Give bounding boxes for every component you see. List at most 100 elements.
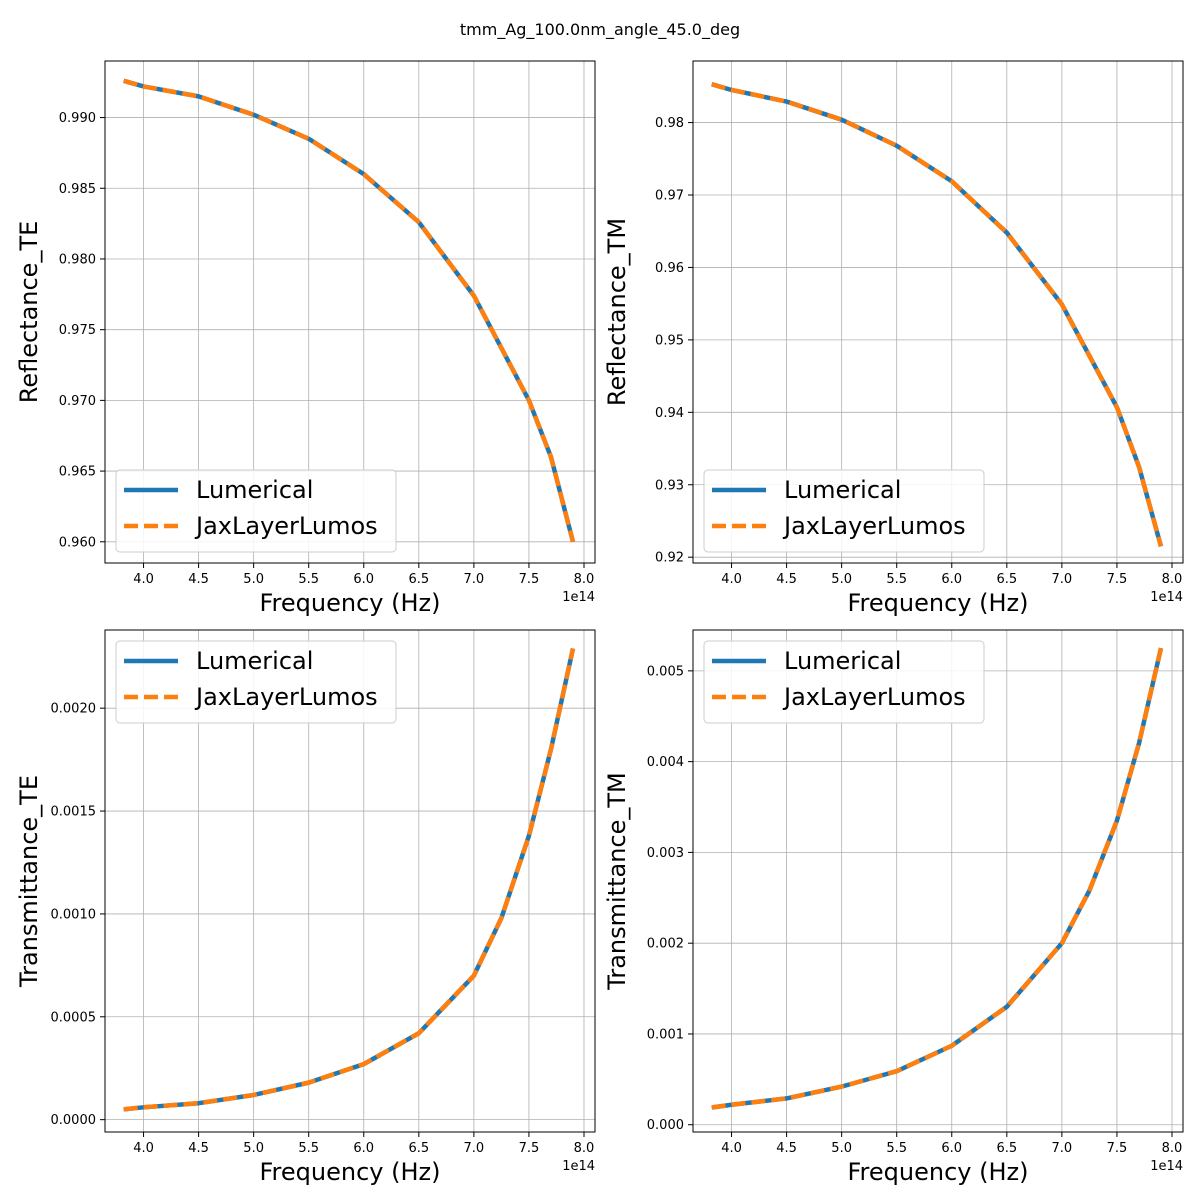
x-axis-label: Frequency (Hz): [848, 1158, 1029, 1186]
x-axis-label: Frequency (Hz): [260, 589, 441, 617]
legend-label-jaxlayerlumos: JaxLayerLumos: [194, 512, 378, 540]
legend-box: [115, 640, 397, 724]
legend-box: [703, 640, 985, 724]
x-offset-label: 1e14: [1150, 1159, 1183, 1174]
legend-label-lumerical: Lumerical: [784, 476, 901, 504]
x-tick-label: 4.0: [133, 572, 154, 587]
x-tick-label: 5.0: [831, 572, 852, 587]
axes-frame: [692, 629, 1184, 1133]
x-tick-label: 8.0: [574, 1141, 595, 1156]
x-tick-label: 4.0: [721, 572, 742, 587]
figure-title: tmm_Ag_100.0nm_angle_45.0_deg: [459, 20, 741, 39]
x-tick-label: 4.5: [188, 572, 209, 587]
x-tick-label: 5.5: [298, 1141, 319, 1156]
y-tick-label: 0.92: [655, 551, 684, 566]
x-tick-label: 6.5: [996, 1141, 1017, 1156]
x-tick-label: 7.5: [1107, 1141, 1128, 1156]
y-tick-label: 0.94: [655, 406, 684, 421]
x-tick-label: 4.5: [776, 1141, 797, 1156]
y-tick-label: 0.0020: [51, 702, 97, 717]
x-tick-label: 4.5: [188, 1141, 209, 1156]
x-tick-label: 4.0: [721, 1141, 742, 1156]
x-tick-label: 7.0: [464, 1141, 485, 1156]
x-tick-label: 6.5: [408, 572, 429, 587]
x-tick-label: 6.0: [941, 572, 962, 587]
y-tick-label: 0.000: [647, 1118, 684, 1133]
x-tick-label: 8.0: [1162, 572, 1183, 587]
x-tick-label: 7.0: [1052, 1141, 1073, 1156]
x-axis-label: Frequency (Hz): [848, 589, 1029, 617]
y-tick-label: 0.970: [59, 394, 96, 409]
y-axis-label: Transmittance_TM: [603, 772, 631, 991]
panel-reflectance-tm: 4.0 4.5 5.0 5.5 6.0 6.5 7.0 7.5 8.0 0.92 0.93 0.94 0…: [603, 60, 1184, 617]
x-tick-label: 6.0: [941, 1141, 962, 1156]
y-tick-label: 0.960: [59, 535, 96, 550]
y-tick-label: 0.93: [655, 478, 684, 493]
legend-label-jaxlayerlumos: JaxLayerLumos: [782, 683, 966, 711]
axes-frame: [104, 60, 596, 564]
x-tick-label: 7.0: [464, 572, 485, 587]
x-offset-label: 1e14: [562, 1159, 595, 1174]
panel-transmittance-tm: 4.0 4.5 5.0 5.5 6.0 6.5 7.0 7.5 8.0 0.000 0.001 0.0…: [603, 629, 1184, 1186]
x-offset-label: 1e14: [1150, 590, 1183, 605]
y-tick-label: 0.0000: [51, 1113, 97, 1128]
y-tick-label: 0.980: [59, 252, 96, 267]
x-tick-label: 4.0: [133, 1141, 154, 1156]
y-axis-label: Transmittance_TE: [15, 775, 43, 988]
legend-label-lumerical: Lumerical: [196, 647, 313, 675]
x-tick-label: 7.0: [1052, 572, 1073, 587]
y-tick-label: 0.975: [59, 323, 96, 338]
series-line-jaxlayerlumos: [711, 647, 1164, 1110]
x-tick-label: 5.5: [298, 572, 319, 587]
y-tick-label: 0.001: [647, 1027, 684, 1042]
x-tick-label: 6.0: [353, 1141, 374, 1156]
y-axis-label: Reflectance_TM: [603, 218, 631, 406]
legend: Lumerical JaxLayerLumos: [703, 640, 985, 724]
y-tick-label: 0.990: [59, 111, 96, 126]
y-tick-label: 0.003: [647, 846, 684, 861]
x-tick-label: 5.5: [886, 1141, 907, 1156]
x-tick-label: 5.0: [243, 572, 264, 587]
x-tick-label: 6.5: [996, 572, 1017, 587]
x-offset-label: 1e14: [562, 590, 595, 605]
legend-label-lumerical: Lumerical: [196, 476, 313, 504]
panel-transmittance-te: 4.0 4.5 5.0 5.5 6.0 6.5 7.0 7.5 8.0 0.0000 0.0005 0…: [15, 629, 596, 1186]
y-tick-label: 0.002: [647, 937, 684, 952]
y-tick-label: 0.0005: [51, 1010, 97, 1025]
y-tick-label: 0.97: [655, 189, 684, 204]
series-line-jaxlayerlumos: [123, 78, 576, 543]
y-tick-label: 0.005: [647, 664, 684, 679]
legend: Lumerical JaxLayerLumos: [703, 469, 985, 553]
y-tick-label: 0.985: [59, 182, 96, 197]
panel-reflectance-te: 4.0 4.5 5.0 5.5 6.0 6.5 7.0 7.5 8.0 0.960 0.965 0.9…: [15, 60, 596, 617]
x-tick-label: 7.5: [519, 572, 540, 587]
x-tick-label: 8.0: [1162, 1141, 1183, 1156]
x-tick-label: 5.0: [831, 1141, 852, 1156]
legend: Lumerical JaxLayerLumos: [115, 469, 397, 553]
series-line-jaxlayerlumos: [711, 82, 1164, 547]
y-tick-label: 0.96: [655, 261, 684, 276]
y-tick-label: 0.95: [655, 333, 684, 348]
axes-frame: [692, 60, 1184, 564]
legend-label-jaxlayerlumos: JaxLayerLumos: [194, 683, 378, 711]
legend-label-jaxlayerlumos: JaxLayerLumos: [782, 512, 966, 540]
legend-box: [115, 469, 397, 553]
x-tick-label: 5.5: [886, 572, 907, 587]
y-tick-label: 0.004: [647, 755, 684, 770]
x-tick-label: 7.5: [1107, 572, 1128, 587]
axes-frame: [104, 629, 596, 1133]
x-tick-label: 6.0: [353, 572, 374, 587]
x-axis-label: Frequency (Hz): [260, 1158, 441, 1186]
y-tick-label: 0.0015: [51, 805, 97, 820]
x-tick-label: 4.5: [776, 572, 797, 587]
y-axis-label: Reflectance_TE: [15, 221, 43, 404]
y-tick-label: 0.965: [59, 465, 96, 480]
y-tick-label: 0.0010: [51, 907, 97, 922]
y-tick-label: 0.98: [655, 116, 684, 131]
x-tick-label: 6.5: [408, 1141, 429, 1156]
legend: Lumerical JaxLayerLumos: [115, 640, 397, 724]
x-tick-label: 8.0: [574, 572, 595, 587]
x-tick-label: 7.5: [519, 1141, 540, 1156]
x-tick-label: 5.0: [243, 1141, 264, 1156]
